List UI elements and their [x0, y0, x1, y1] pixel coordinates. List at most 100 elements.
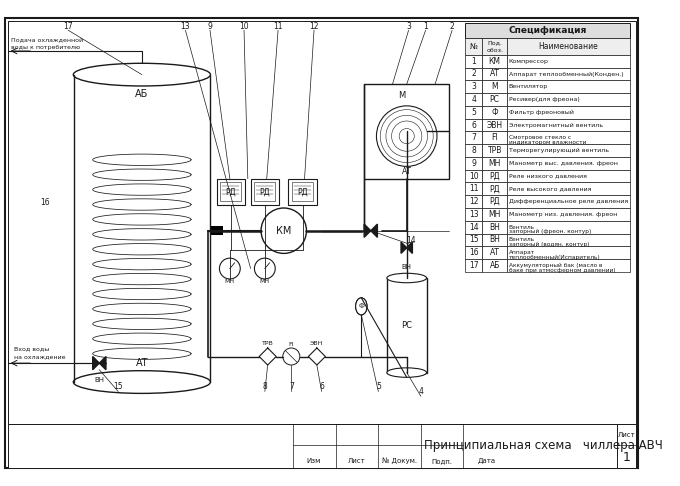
Bar: [507, 55, 630, 68]
Text: 13: 13: [181, 22, 190, 31]
Ellipse shape: [387, 273, 426, 283]
Text: 10: 10: [469, 172, 479, 181]
Bar: [507, 131, 630, 144]
Bar: [465, 234, 482, 246]
Text: ВН: ВН: [489, 235, 500, 244]
Text: АБ: АБ: [135, 88, 148, 99]
Bar: [482, 55, 507, 68]
Text: 4: 4: [471, 95, 476, 104]
Text: 15: 15: [114, 382, 123, 391]
Text: 4: 4: [418, 387, 424, 396]
Text: 3: 3: [406, 22, 411, 31]
Ellipse shape: [356, 298, 367, 315]
Bar: [507, 234, 630, 246]
Circle shape: [283, 348, 300, 365]
Text: 14: 14: [469, 223, 479, 232]
Text: Электромагнитный вентиль: Электромагнитный вентиль: [509, 122, 603, 128]
Bar: [465, 157, 482, 170]
Bar: [482, 246, 507, 259]
Text: АТ: АТ: [135, 358, 148, 368]
Polygon shape: [407, 242, 412, 253]
Bar: [7, 424, 636, 468]
Bar: [210, 226, 223, 235]
Bar: [482, 170, 507, 182]
Text: 11: 11: [469, 184, 479, 193]
Text: Вентилятор: Вентилятор: [509, 84, 548, 89]
Text: Спецификация: Спецификация: [509, 26, 587, 35]
Bar: [465, 208, 482, 221]
Text: Ф: Ф: [492, 108, 498, 117]
Text: ТРВ: ТРВ: [262, 341, 273, 346]
Bar: [482, 131, 507, 144]
Text: М: М: [398, 91, 405, 100]
Text: МН: МН: [488, 210, 501, 219]
Text: теплообменный(Испаритель): теплообменный(Испаритель): [509, 255, 600, 260]
Bar: [507, 259, 630, 272]
Text: Подп.: Подп.: [431, 457, 452, 464]
Text: ВН: ВН: [95, 377, 104, 383]
Bar: [482, 195, 507, 208]
Polygon shape: [401, 242, 407, 253]
Text: Аппарат теплообменный(Конден.): Аппарат теплообменный(Конден.): [509, 71, 624, 76]
Text: ВН: ВН: [402, 263, 411, 270]
Text: ЭВН: ЭВН: [487, 121, 503, 129]
Bar: [507, 157, 630, 170]
Bar: [482, 38, 507, 55]
Bar: [288, 179, 317, 205]
Text: 5: 5: [376, 382, 381, 391]
Text: Смотровое стекло с: Смотровое стекло с: [509, 135, 571, 140]
Bar: [507, 80, 630, 93]
Bar: [482, 259, 507, 272]
Polygon shape: [99, 357, 106, 370]
Text: АБ: АБ: [490, 261, 500, 270]
Text: 11: 11: [273, 22, 283, 31]
Bar: [482, 68, 507, 80]
Text: Вентиль: Вентиль: [509, 237, 535, 243]
Text: 6: 6: [319, 382, 324, 391]
Bar: [465, 182, 482, 195]
Text: запорный (фреон. контур): запорный (фреон. контур): [509, 229, 591, 234]
Text: МН: МН: [260, 279, 270, 284]
Bar: [465, 80, 482, 93]
Text: Реле низкого давления: Реле низкого давления: [509, 174, 587, 178]
Text: 1: 1: [471, 57, 476, 66]
Text: FI: FI: [492, 133, 498, 142]
Bar: [507, 182, 630, 195]
Bar: [507, 106, 630, 119]
Bar: [465, 221, 482, 234]
Text: на охлаждение: на охлаждение: [14, 354, 66, 359]
Text: 8: 8: [262, 382, 267, 391]
Text: Лист: Лист: [347, 457, 365, 464]
Text: РД: РД: [297, 188, 308, 196]
Polygon shape: [364, 224, 371, 237]
Bar: [482, 157, 507, 170]
Bar: [465, 246, 482, 259]
Text: FI: FI: [288, 342, 294, 347]
Bar: [507, 119, 630, 131]
Text: КМ: КМ: [489, 57, 500, 66]
Text: Вентиль: Вентиль: [509, 225, 535, 229]
Text: РД: РД: [490, 184, 500, 193]
Text: 6: 6: [471, 121, 476, 129]
Circle shape: [261, 208, 307, 253]
Text: РД: РД: [260, 188, 270, 196]
Bar: [482, 93, 507, 106]
Text: КМ: КМ: [276, 226, 292, 236]
Text: МН: МН: [225, 279, 235, 284]
Ellipse shape: [356, 298, 367, 315]
Text: Подача охлажденной: Подача охлажденной: [12, 37, 84, 42]
Text: Вход воды: Вход воды: [14, 347, 50, 351]
Text: 1: 1: [423, 22, 428, 31]
Bar: [482, 106, 507, 119]
Text: 12: 12: [309, 22, 319, 31]
Bar: [507, 246, 630, 259]
Polygon shape: [371, 224, 377, 237]
Bar: [465, 38, 482, 55]
Text: 7: 7: [289, 382, 294, 391]
Text: ВН: ВН: [489, 223, 500, 232]
Text: Манометр выс. давления. фреон: Манометр выс. давления. фреон: [509, 161, 617, 166]
Text: АТ: АТ: [490, 69, 500, 78]
Text: 5: 5: [471, 108, 476, 117]
Circle shape: [377, 106, 437, 166]
Text: ТРВ: ТРВ: [488, 146, 502, 155]
